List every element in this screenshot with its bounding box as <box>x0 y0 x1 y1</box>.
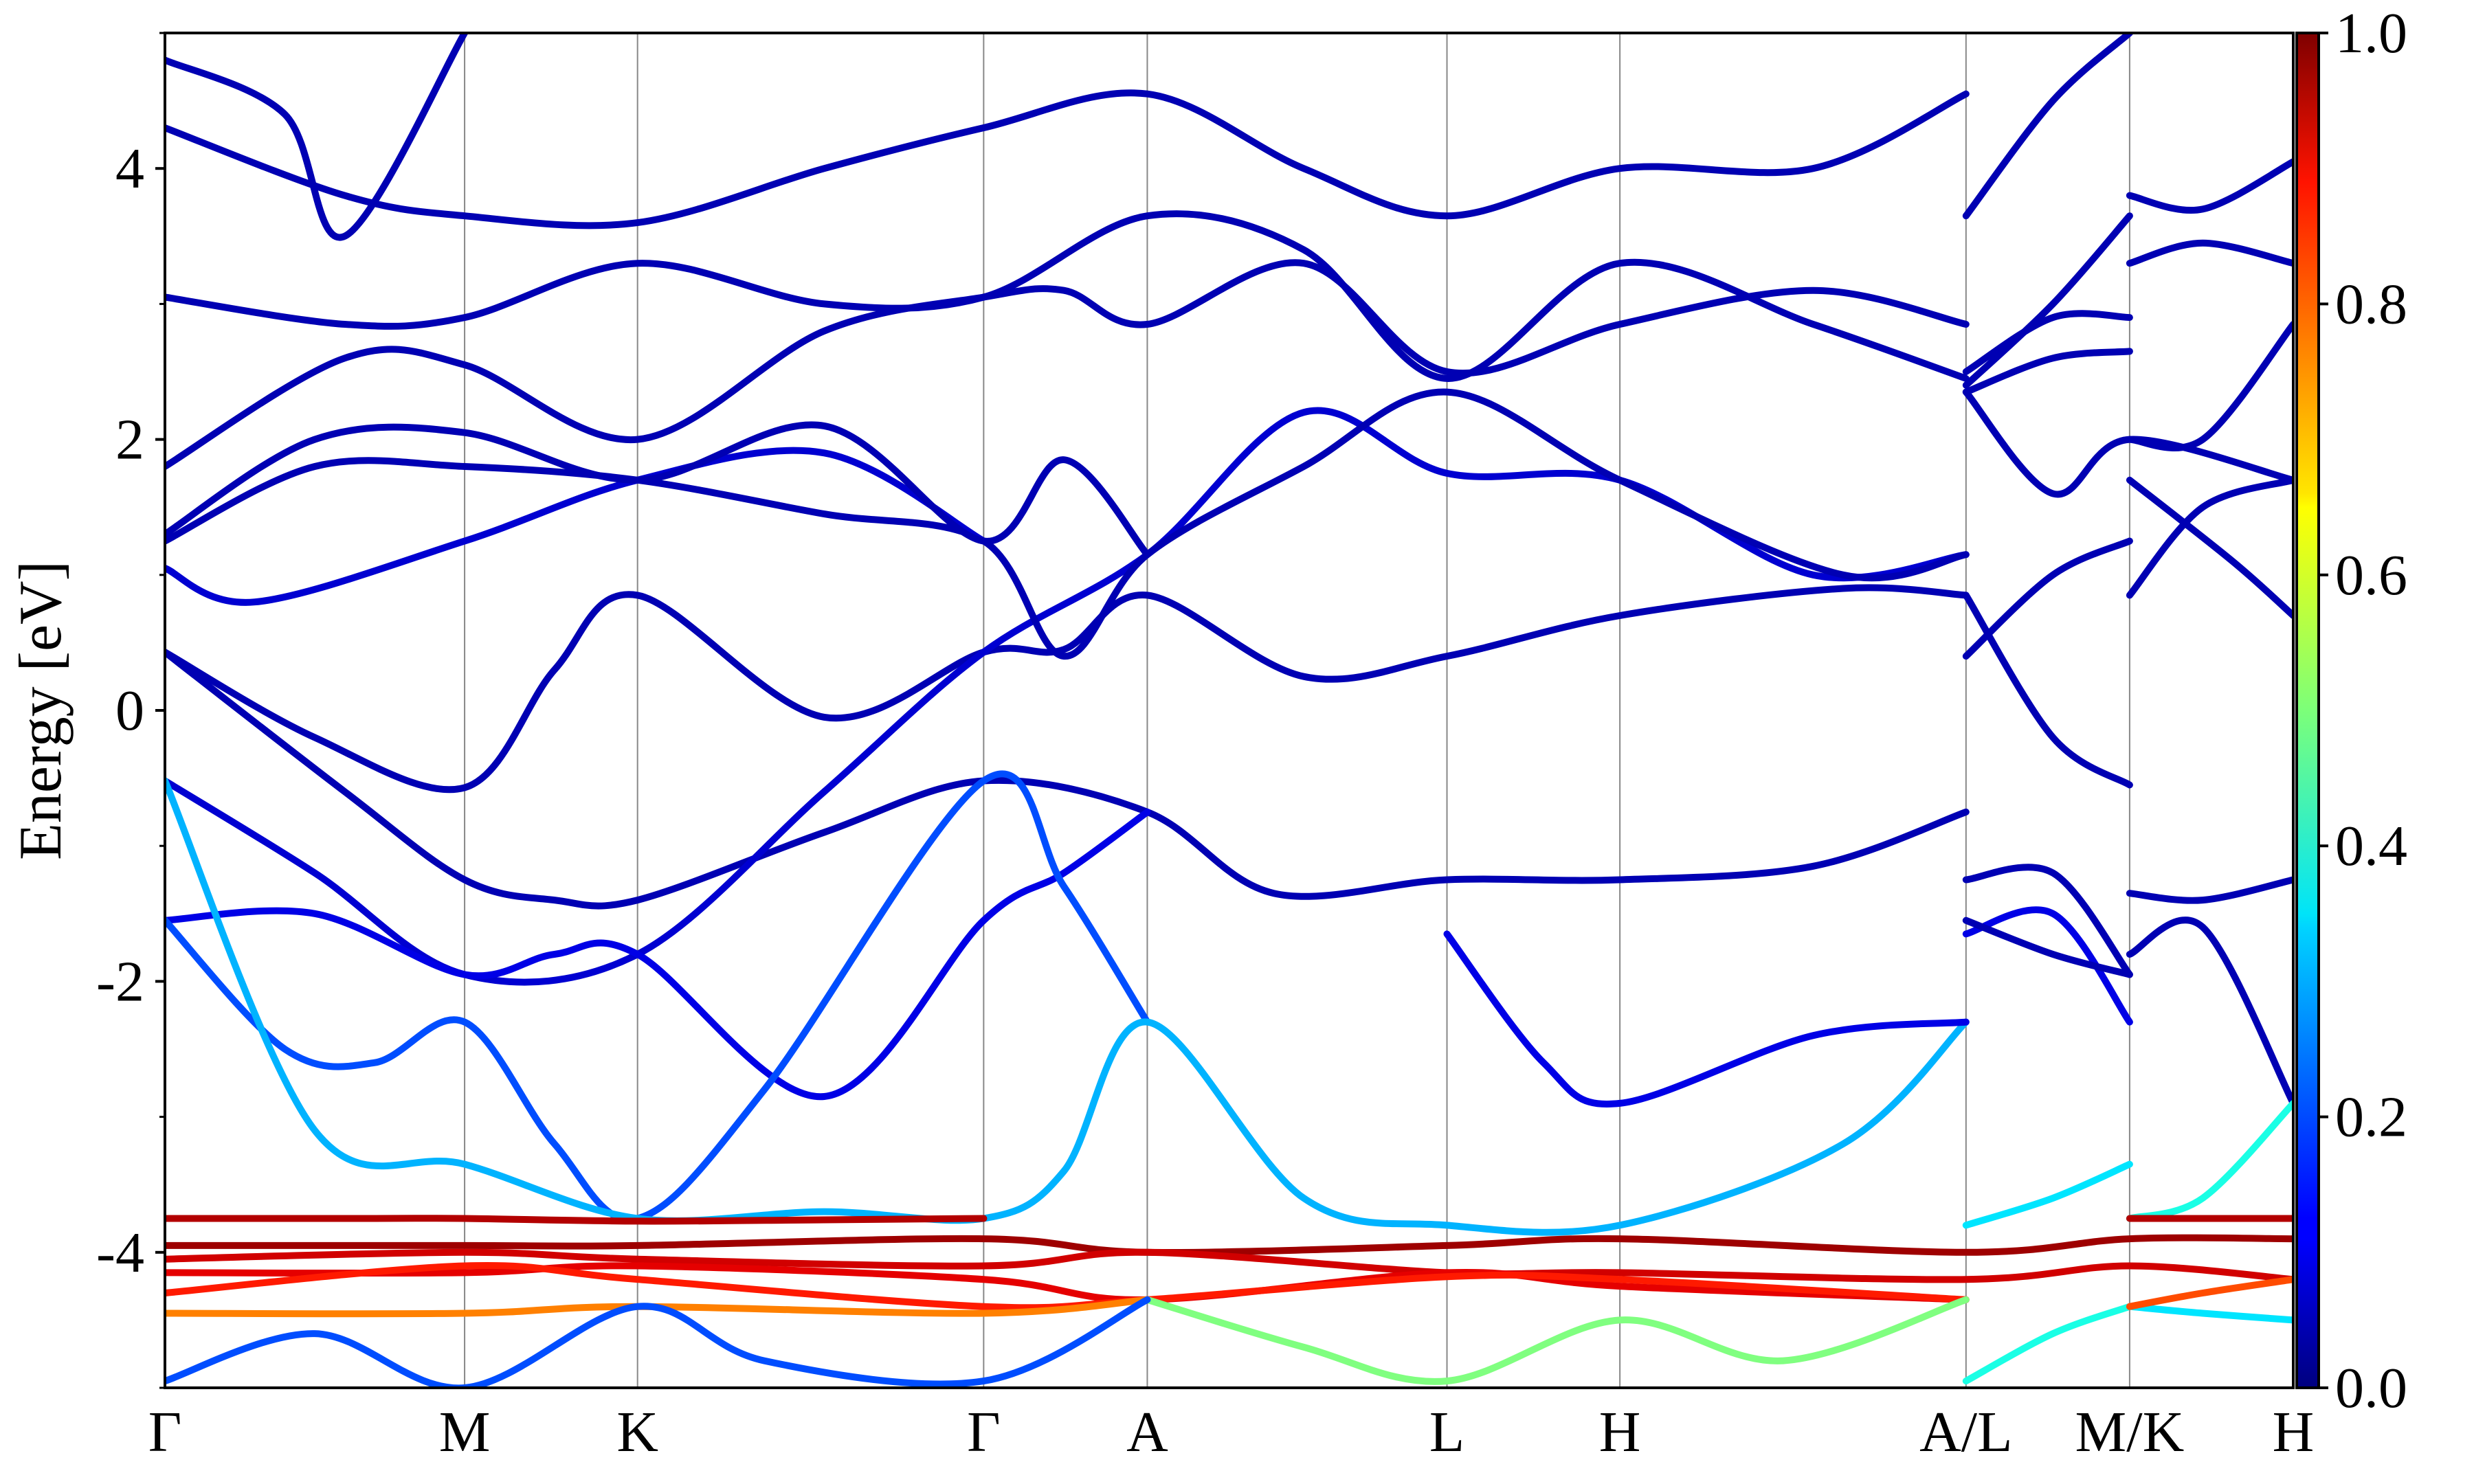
band-line <box>165 777 1970 1236</box>
band-line <box>1962 310 2133 375</box>
colorbar-tick-label: 0.8 <box>2335 272 2407 336</box>
x-tick-label: Γ <box>148 1400 182 1464</box>
x-tick-label: Γ <box>967 1400 1001 1464</box>
y-tick-label: 2 <box>115 408 144 472</box>
band-line <box>165 1234 2293 1257</box>
plot-background <box>165 33 2293 1388</box>
band-line <box>165 421 1151 559</box>
x-tick-label: A <box>1126 1400 1168 1464</box>
band-line <box>2126 1276 2293 1310</box>
band-line <box>1962 33 2133 220</box>
x-tick-label: K <box>616 1400 658 1464</box>
band-line <box>1962 388 2293 498</box>
band-line <box>2126 239 2293 267</box>
band-line <box>165 1262 1970 1303</box>
band-line <box>165 649 1970 910</box>
band-line <box>165 1296 1151 1388</box>
x-tick-label: A/L <box>1919 1400 2012 1464</box>
band-line <box>1962 1303 2133 1385</box>
y-axis: -4 -2 0 2 4 <box>96 32 165 1389</box>
x-tick-label: L <box>1429 1400 1464 1464</box>
band-line <box>2126 476 2293 599</box>
band-lines <box>165 33 2293 1388</box>
band-line <box>2126 876 2293 904</box>
colorbar-tick-label: 0.6 <box>2335 543 2407 607</box>
x-tick-label: H <box>1599 1400 1641 1464</box>
band-line <box>165 447 988 606</box>
x-axis: Γ M K Γ A L H A/L M/K H <box>148 1400 2315 1464</box>
y-tick-label: 4 <box>115 137 144 201</box>
band-line <box>2126 1303 2293 1324</box>
band-line <box>165 33 469 241</box>
band-line <box>1144 1296 1970 1385</box>
colorbar-tick-label: 0.0 <box>2335 1356 2407 1420</box>
band-line <box>165 259 1970 470</box>
colorbar-tick-label: 0.4 <box>2335 814 2407 878</box>
y-tick-label: -2 <box>96 949 144 1013</box>
band-line <box>165 1248 2293 1283</box>
band-line <box>165 1215 988 1225</box>
y-tick-label: 0 <box>115 679 144 743</box>
x-tick-label: M <box>439 1400 491 1464</box>
colorbar-tick-label: 1.0 <box>2335 1 2407 65</box>
band-line <box>1962 917 2133 978</box>
band-line <box>165 584 1970 794</box>
band-line <box>1962 1160 2133 1229</box>
band-line <box>1962 864 2133 978</box>
band-line <box>165 210 1970 382</box>
colorbar <box>2295 32 2320 1389</box>
band-line <box>1962 906 2133 1026</box>
band-line <box>1962 348 2133 396</box>
band-line <box>165 808 1151 1101</box>
band-line <box>2126 321 2293 451</box>
high-symmetry-lines <box>464 33 2130 1388</box>
x-tick-label: M/K <box>2075 1400 2185 1464</box>
band-line <box>1443 930 1970 1108</box>
band-line <box>2126 917 2293 1107</box>
y-axis-label: Energy [eV] <box>8 561 74 860</box>
band-line <box>165 388 1970 660</box>
band-line <box>1962 537 2133 660</box>
colorbar-tick-label: 0.2 <box>2335 1086 2407 1149</box>
x-tick-label: H <box>2273 1400 2315 1464</box>
band-line <box>2126 158 2293 214</box>
band-line <box>1962 212 2133 389</box>
colorbar-ticks: 0.0 0.2 0.4 0.6 0.8 1.0 <box>2319 1 2407 1420</box>
band-line <box>165 89 1970 229</box>
band-line <box>1962 592 2133 789</box>
band-line <box>2126 476 2293 619</box>
y-tick-label: -4 <box>96 1221 144 1285</box>
